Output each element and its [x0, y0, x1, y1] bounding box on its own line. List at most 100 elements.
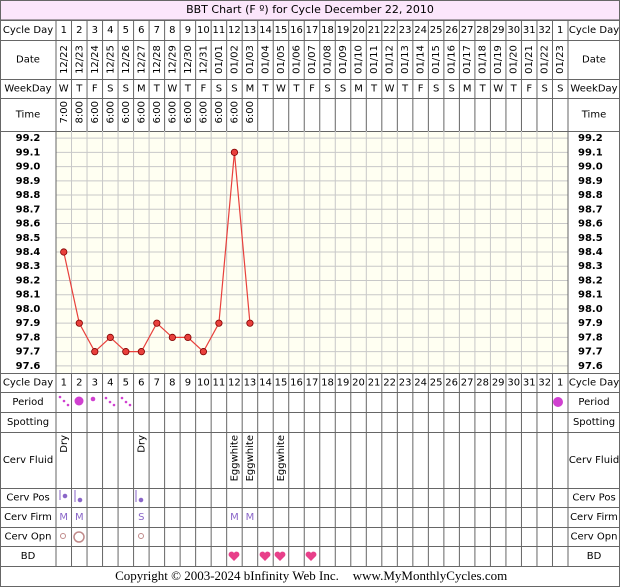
date: 12/28	[152, 45, 163, 74]
weekday: F	[309, 84, 315, 95]
cerv-fluid: Eggwhite	[245, 435, 256, 481]
cycle-day-bottom: 7	[154, 378, 160, 389]
row-label-right: Cerv Firm	[570, 512, 618, 523]
date: 01/02	[229, 45, 240, 74]
copyright: Copyright © 2003-2024 bInfinity Web Inc.	[115, 568, 339, 583]
row-label-right: WeekDay	[570, 84, 617, 95]
cerv-fluid: Dry	[136, 435, 147, 453]
time: 6:00	[167, 101, 178, 123]
site-link[interactable]: www.MyMonthlyCycles.com	[353, 568, 507, 583]
y-tick-label-right: 98.9	[578, 176, 603, 187]
time: 6:00	[183, 101, 194, 123]
date: 01/07	[307, 45, 318, 74]
cycle-day: 21	[368, 25, 381, 36]
row-label: BD	[21, 551, 36, 562]
cycle-day: 24	[414, 25, 427, 36]
cycle-day-bottom: 27	[461, 378, 474, 389]
y-tick-label: 98.8	[16, 190, 41, 201]
row-label: Cerv Firm	[4, 512, 52, 523]
cerv-firm: M	[230, 512, 239, 523]
cycle-day: 25	[430, 25, 443, 36]
y-tick-label-right: 99.1	[578, 147, 603, 158]
y-tick-label-right: 97.7	[578, 347, 603, 358]
cycle-day: 29	[492, 25, 505, 36]
time: 7:00	[59, 101, 70, 123]
weekday: T	[292, 84, 300, 95]
weekday: S	[216, 84, 222, 95]
cycle-day-bottom: 13	[244, 378, 257, 389]
cycle-day: 30	[507, 25, 520, 36]
cycle-day-bottom: 25	[430, 378, 443, 389]
date: 01/03	[245, 45, 256, 74]
cycle-day: 20	[352, 25, 365, 36]
y-tick-label: 98.9	[16, 176, 41, 187]
row-label: Date	[16, 55, 40, 66]
cycle-day: 18	[321, 25, 334, 36]
cycle-day: 10	[197, 25, 210, 36]
y-tick-label: 98.6	[16, 219, 41, 230]
temp-point	[184, 333, 192, 342]
cycle-day: 7	[154, 25, 160, 36]
weekday: W	[385, 84, 395, 95]
weekday: T	[510, 84, 518, 95]
row-label: Cerv Pos	[6, 493, 49, 504]
cycle-day: 26	[445, 25, 458, 36]
weekday: T	[401, 84, 409, 95]
cycle-day: 5	[123, 25, 129, 36]
y-tick-label-right: 98.1	[578, 290, 603, 301]
weekday: S	[107, 84, 113, 95]
y-tick-label: 97.8	[16, 332, 41, 343]
date: 01/20	[509, 45, 520, 74]
cycle-day-bottom: 5	[123, 378, 129, 389]
row-label-right: Spotting	[573, 417, 615, 428]
date: 12/31	[198, 45, 209, 74]
date: 01/11	[369, 45, 380, 74]
weekday: M	[137, 84, 146, 95]
weekday: T	[184, 84, 192, 95]
y-tick-label: 98.4	[16, 247, 41, 258]
cycle-day: 15	[275, 25, 288, 36]
chart-title: BBT Chart (F º) for Cycle December 22, 2…	[186, 3, 434, 16]
row-label: WeekDay	[4, 84, 51, 95]
time: 6:00	[121, 101, 132, 123]
cycle-day-bottom: 19	[337, 378, 350, 389]
row-label-right: Cycle Day	[569, 378, 619, 389]
weekday: S	[123, 84, 129, 95]
y-tick-label-right: 98.3	[578, 261, 603, 272]
weekday: W	[276, 84, 286, 95]
cycle-day: 28	[476, 25, 489, 36]
cycle-day-bottom: 31	[523, 378, 536, 389]
weekday: S	[340, 84, 346, 95]
cycle-day-bottom: 1	[557, 378, 563, 389]
date: 12/29	[167, 45, 178, 74]
date: 12/30	[183, 45, 194, 74]
time: 6:00	[90, 101, 101, 123]
date: 01/19	[493, 45, 504, 74]
cycle-day-bottom: 9	[185, 378, 191, 389]
cerv-firm: M	[75, 512, 84, 523]
cycle-day: 1	[557, 25, 563, 36]
row-label-right: Cycle Day	[569, 25, 619, 36]
weekday: M	[246, 84, 255, 95]
y-tick-label: 98.3	[16, 261, 41, 272]
y-tick-label: 99.1	[16, 147, 41, 158]
cerv-firm: M	[246, 512, 255, 523]
cerv-opn-icons	[60, 531, 144, 543]
temp-point	[106, 333, 114, 342]
date: 01/12	[385, 45, 396, 74]
cycle-day-bottom: 26	[445, 378, 458, 389]
weekday: S	[557, 84, 563, 95]
time: 6:00	[198, 101, 209, 123]
cerv-fluid: Eggwhite	[229, 435, 240, 481]
date: 01/08	[323, 45, 334, 74]
cycle-day: 4	[107, 25, 113, 36]
row-label-right: Cerv Pos	[572, 493, 615, 504]
cycle-day-bottom: 15	[275, 378, 288, 389]
date: 12/27	[136, 45, 147, 74]
cycle-day-bottom: 30	[507, 378, 520, 389]
row-label: Spotting	[7, 417, 49, 428]
cycle-day-bottom: 3	[92, 378, 98, 389]
weekday: T	[75, 84, 83, 95]
weekday: F	[526, 84, 532, 95]
